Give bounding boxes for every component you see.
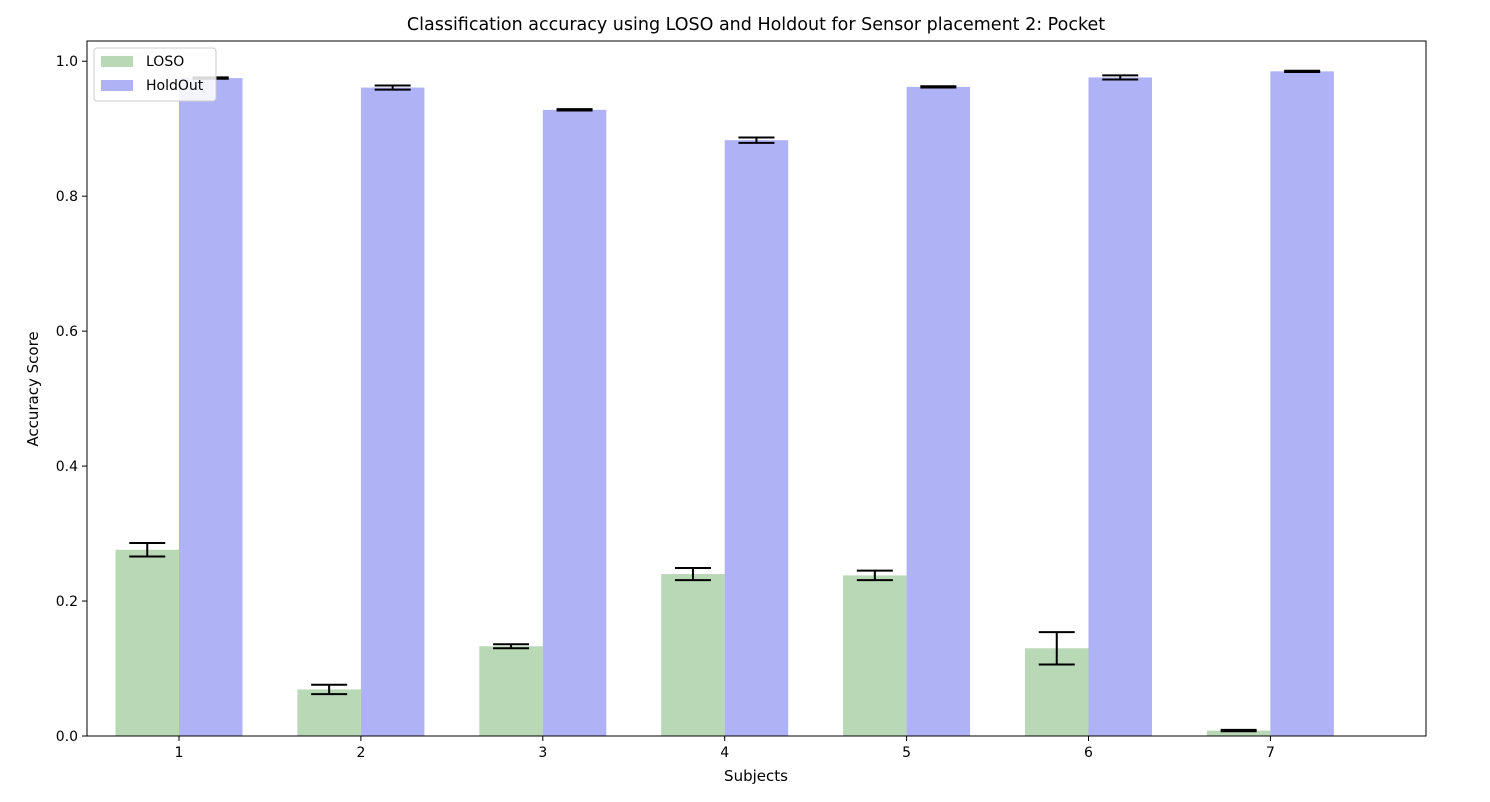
y-tick-label: 0.6	[56, 324, 78, 340]
y-tick-label: 0.2	[56, 594, 78, 610]
legend-swatch-holdout	[101, 80, 133, 91]
bar-holdout-2	[360, 87, 425, 737]
bar-holdout-7	[1270, 71, 1334, 736]
error-bar-loso-3	[493, 643, 530, 650]
bar-loso-4	[661, 574, 725, 736]
y-tick-label: 0.4	[56, 459, 78, 475]
legend: LOSO HoldOut	[93, 47, 217, 102]
x-axis-label: Subjects	[724, 767, 788, 785]
bar-loso-7	[1206, 730, 1271, 736]
error-bar-holdout-2	[374, 84, 411, 91]
error-bar-loso-5	[856, 569, 893, 582]
y-tick-label: 0.0	[56, 729, 78, 745]
bar-holdout-4	[724, 140, 789, 736]
bar-loso-1	[115, 549, 179, 736]
bar-loso-2	[297, 689, 361, 736]
y-tick-label: 0.8	[56, 189, 78, 205]
x-tick-label: 5	[902, 745, 911, 761]
error-bar-holdout-4	[738, 136, 775, 144]
error-bar-holdout-7	[1284, 69, 1321, 74]
bar-holdout-6	[1088, 77, 1152, 736]
error-bar-loso-4	[674, 566, 711, 582]
axes: 0.0 0.2 0.4 0.6 0.8 1.0 1 2 3 4 5 6 7	[56, 54, 1275, 761]
legend-label-loso: LOSO	[146, 54, 184, 70]
error-bar-holdout-3	[556, 108, 593, 112]
chart-title: Classification accuracy using LOSO and H…	[407, 15, 1105, 35]
plot-area	[115, 69, 1334, 737]
error-bar-loso-2	[311, 683, 348, 696]
bar-holdout-1	[179, 78, 243, 737]
error-bar-loso-6	[1038, 631, 1075, 666]
error-bar-holdout-5	[920, 85, 957, 89]
error-bar-loso-1	[129, 542, 166, 558]
x-tick-label: 1	[175, 745, 184, 761]
bar-loso-5	[843, 575, 907, 736]
x-tick-label: 2	[356, 745, 365, 761]
bar-holdout-5	[906, 86, 971, 737]
plot-frame	[86, 40, 1427, 737]
legend-swatch-loso	[101, 56, 133, 67]
error-bar-holdout-6	[1102, 74, 1139, 81]
x-tick-label: 7	[1266, 745, 1275, 761]
x-tick-label: 6	[1084, 745, 1093, 761]
error-bar-loso-7	[1220, 728, 1257, 733]
legend-label-holdout: HoldOut	[146, 78, 204, 94]
bar-loso-3	[479, 646, 543, 736]
y-tick-label: 1.0	[56, 54, 78, 70]
bar-holdout-3	[542, 109, 607, 736]
x-tick-label: 4	[720, 745, 729, 761]
x-tick-label: 3	[538, 745, 547, 761]
y-axis-label: Accuracy Score	[24, 331, 42, 446]
